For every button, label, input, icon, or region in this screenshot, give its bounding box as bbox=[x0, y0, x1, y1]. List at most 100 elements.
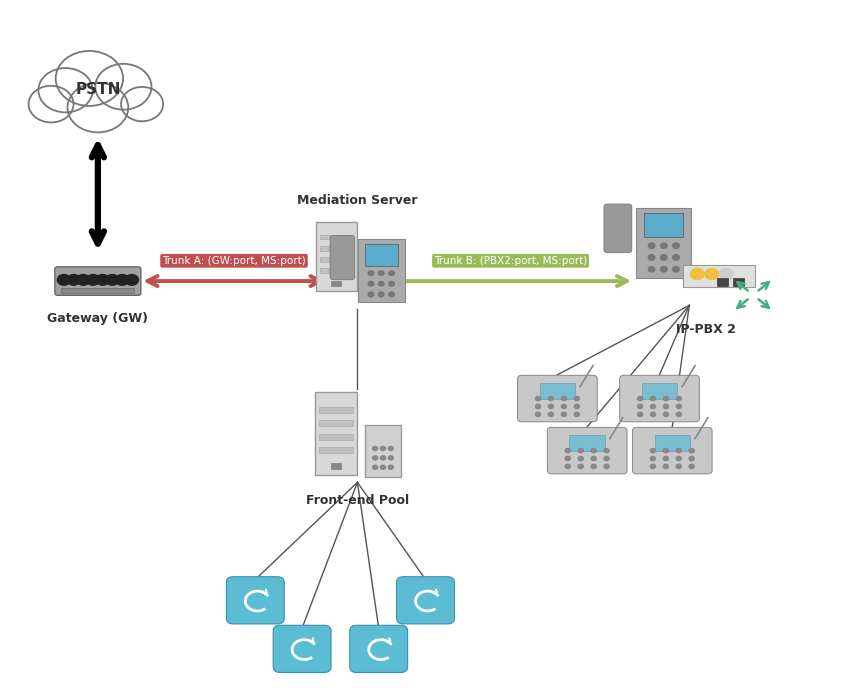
Circle shape bbox=[29, 86, 73, 122]
Circle shape bbox=[116, 275, 129, 285]
FancyBboxPatch shape bbox=[683, 265, 755, 287]
Text: Front-end Pool: Front-end Pool bbox=[306, 494, 409, 507]
Circle shape bbox=[379, 271, 384, 276]
FancyBboxPatch shape bbox=[642, 383, 677, 398]
Circle shape bbox=[677, 396, 682, 400]
Circle shape bbox=[67, 275, 80, 285]
Circle shape bbox=[677, 448, 682, 452]
Text: Mediation Server: Mediation Server bbox=[297, 194, 418, 207]
Circle shape bbox=[389, 282, 394, 286]
FancyBboxPatch shape bbox=[315, 392, 357, 475]
Circle shape bbox=[95, 64, 151, 110]
Circle shape bbox=[689, 464, 694, 468]
FancyBboxPatch shape bbox=[320, 235, 352, 239]
Circle shape bbox=[677, 405, 682, 409]
Text: IP-PBX 2: IP-PBX 2 bbox=[677, 323, 736, 336]
Circle shape bbox=[663, 464, 668, 468]
FancyBboxPatch shape bbox=[320, 246, 352, 251]
Circle shape bbox=[373, 465, 378, 469]
Circle shape bbox=[672, 243, 679, 248]
Circle shape bbox=[548, 412, 553, 416]
Circle shape bbox=[677, 457, 682, 461]
FancyBboxPatch shape bbox=[540, 383, 575, 398]
FancyBboxPatch shape bbox=[357, 239, 404, 302]
Circle shape bbox=[663, 448, 668, 452]
Circle shape bbox=[705, 269, 718, 280]
Circle shape bbox=[689, 457, 694, 461]
Circle shape bbox=[373, 446, 378, 450]
Circle shape bbox=[96, 275, 109, 285]
Circle shape bbox=[368, 282, 374, 286]
Circle shape bbox=[565, 448, 570, 452]
FancyBboxPatch shape bbox=[319, 447, 353, 453]
Circle shape bbox=[87, 275, 100, 285]
Circle shape bbox=[125, 275, 139, 285]
FancyBboxPatch shape bbox=[654, 434, 690, 450]
Circle shape bbox=[664, 405, 669, 409]
FancyBboxPatch shape bbox=[547, 428, 627, 474]
Circle shape bbox=[574, 405, 580, 409]
FancyBboxPatch shape bbox=[569, 434, 605, 450]
Circle shape bbox=[648, 266, 655, 272]
Circle shape bbox=[535, 412, 540, 416]
Circle shape bbox=[67, 83, 129, 133]
Circle shape bbox=[604, 464, 609, 468]
Circle shape bbox=[664, 412, 669, 416]
FancyBboxPatch shape bbox=[273, 625, 331, 672]
FancyBboxPatch shape bbox=[319, 407, 353, 413]
Circle shape bbox=[648, 255, 655, 260]
FancyBboxPatch shape bbox=[319, 421, 353, 426]
Circle shape bbox=[77, 275, 90, 285]
Circle shape bbox=[650, 405, 655, 409]
Circle shape bbox=[660, 255, 667, 260]
Circle shape bbox=[574, 396, 580, 400]
Bar bbox=[331, 463, 341, 468]
FancyBboxPatch shape bbox=[320, 268, 352, 273]
FancyBboxPatch shape bbox=[717, 278, 728, 285]
Circle shape bbox=[690, 269, 704, 280]
Circle shape bbox=[664, 396, 669, 400]
Circle shape bbox=[548, 396, 553, 400]
Circle shape bbox=[388, 465, 393, 469]
Circle shape bbox=[388, 456, 393, 460]
Circle shape bbox=[591, 464, 597, 468]
Circle shape bbox=[121, 87, 163, 121]
Circle shape bbox=[650, 457, 655, 461]
Circle shape bbox=[648, 243, 655, 248]
Circle shape bbox=[637, 396, 643, 400]
Circle shape bbox=[562, 396, 567, 400]
Circle shape bbox=[368, 292, 374, 297]
Circle shape bbox=[389, 271, 394, 276]
Circle shape bbox=[565, 457, 570, 461]
FancyBboxPatch shape bbox=[319, 434, 353, 439]
Circle shape bbox=[591, 448, 597, 452]
Circle shape bbox=[562, 405, 567, 409]
Circle shape bbox=[578, 448, 583, 452]
Circle shape bbox=[574, 412, 580, 416]
Circle shape bbox=[689, 448, 694, 452]
Circle shape bbox=[604, 448, 609, 452]
FancyBboxPatch shape bbox=[320, 257, 352, 262]
Circle shape bbox=[578, 464, 583, 468]
Circle shape bbox=[55, 51, 123, 106]
FancyBboxPatch shape bbox=[636, 208, 691, 278]
FancyBboxPatch shape bbox=[350, 625, 408, 672]
Circle shape bbox=[562, 412, 567, 416]
Circle shape bbox=[677, 464, 682, 468]
Circle shape bbox=[380, 446, 386, 450]
Text: Gateway (GW): Gateway (GW) bbox=[48, 312, 148, 325]
FancyBboxPatch shape bbox=[517, 375, 597, 422]
Circle shape bbox=[637, 405, 643, 409]
Circle shape bbox=[379, 282, 384, 286]
FancyBboxPatch shape bbox=[365, 244, 397, 266]
Circle shape bbox=[660, 243, 667, 248]
Circle shape bbox=[380, 465, 386, 469]
Circle shape bbox=[663, 457, 668, 461]
FancyBboxPatch shape bbox=[397, 577, 454, 624]
Circle shape bbox=[672, 255, 679, 260]
Circle shape bbox=[672, 266, 679, 272]
FancyBboxPatch shape bbox=[632, 428, 712, 474]
FancyBboxPatch shape bbox=[61, 289, 134, 293]
Text: PSTN: PSTN bbox=[75, 82, 121, 97]
Circle shape bbox=[388, 446, 393, 450]
